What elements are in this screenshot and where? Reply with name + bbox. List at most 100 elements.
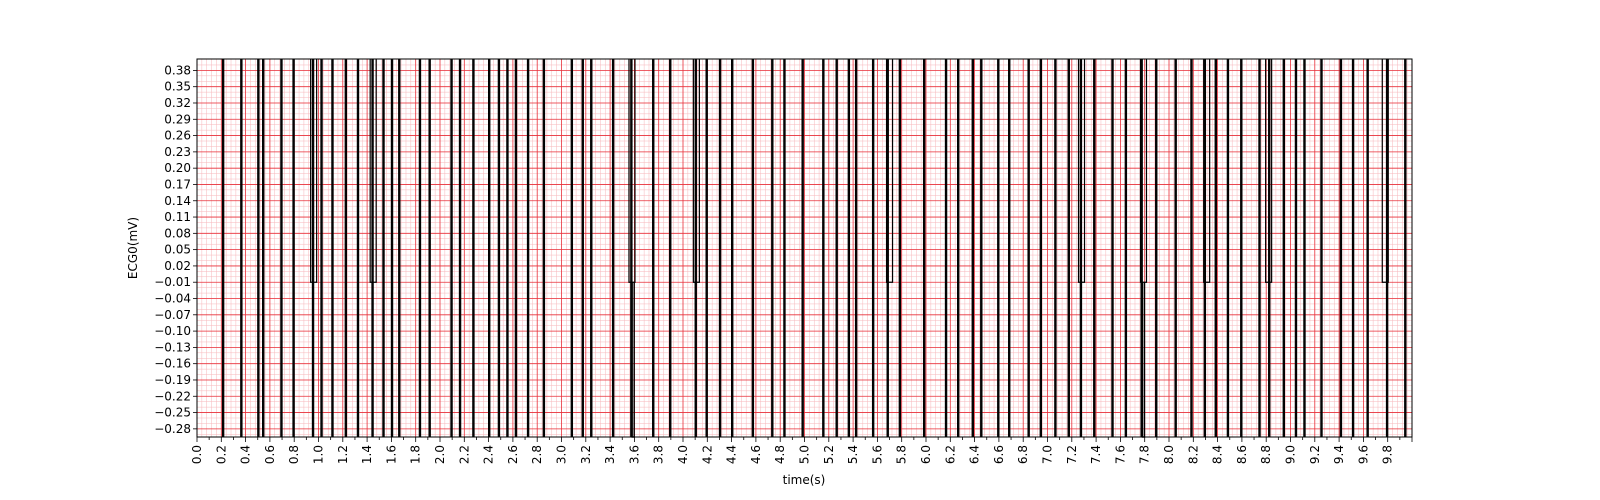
- x-tick-label: 6.4: [968, 445, 982, 464]
- ecg-beat: [980, 59, 983, 437]
- x-tick-label: 9.2: [1308, 445, 1322, 464]
- x-tick-label: 1.2: [336, 445, 350, 464]
- ecg-beat: [428, 59, 431, 437]
- ecg-beat: [311, 59, 315, 437]
- x-tick-label: 6.8: [1016, 445, 1030, 464]
- ecg-beat: [390, 59, 394, 437]
- ecg-beat: [514, 59, 518, 437]
- x-tick-label: 2.0: [433, 445, 447, 464]
- ecg-beat: [1093, 59, 1096, 437]
- ecg-beat: [590, 59, 593, 437]
- x-tick-label: 2.2: [457, 445, 471, 464]
- x-axis-label: time(s): [783, 473, 826, 487]
- ecg-beat: [1294, 59, 1298, 437]
- ecg-beat: [944, 59, 948, 437]
- ecg-beat: [1124, 59, 1128, 437]
- x-tick-label: 1.8: [409, 445, 423, 464]
- y-tick-label: −0.01: [154, 275, 191, 289]
- x-tick-label: 8.8: [1259, 445, 1273, 464]
- ecg-beat: [472, 59, 475, 437]
- x-tick-label: 5.4: [846, 445, 860, 464]
- ecg-notch: [310, 59, 318, 283]
- ecg-beat: [382, 59, 385, 437]
- x-tick-label: 6.0: [919, 445, 933, 464]
- ecg-beat: [971, 59, 974, 437]
- x-tick-label: 4.4: [725, 445, 739, 464]
- ecg-beat: [292, 59, 295, 437]
- ecg-beat: [801, 59, 804, 437]
- y-tick-label: 0.08: [164, 226, 191, 240]
- ecg-beat: [497, 59, 501, 437]
- ecg-beat: [1067, 59, 1070, 437]
- x-tick-label: 1.6: [384, 445, 398, 464]
- x-axis: 0.0 0.2 0.4 0.6 0.8 1.0 1.2 1.4 1.6 1.8 2.0 2.2 2.4 2…: [190, 437, 1413, 464]
- x-tick-label: 3.6: [627, 445, 641, 464]
- x-tick-label: 7.2: [1065, 445, 1079, 464]
- ecg-beat: [1226, 59, 1230, 437]
- y-tick-label: 0.23: [164, 145, 191, 159]
- x-tick-label: 0.4: [239, 445, 253, 464]
- ecg-beat: [1303, 59, 1306, 437]
- x-tick-label: 1.0: [312, 445, 326, 464]
- ecg-beat: [450, 59, 453, 437]
- y-tick-label: −0.10: [154, 324, 191, 338]
- ecg-notch: [1265, 59, 1273, 283]
- y-tick-label: 0.11: [164, 210, 191, 224]
- x-tick-label: 7.6: [1113, 445, 1127, 464]
- y-tick-label: 0.17: [164, 177, 191, 191]
- ecg-trace: [221, 59, 1407, 438]
- ecg-beat: [922, 59, 926, 437]
- x-tick-label: 2.6: [506, 445, 520, 464]
- ecg-beat: [694, 59, 697, 437]
- ecg-beat: [1268, 59, 1271, 437]
- x-tick-label: 7.4: [1089, 445, 1103, 464]
- ecg-beat: [488, 59, 491, 437]
- y-tick-label: −0.25: [154, 406, 191, 420]
- y-tick-label: 0.14: [164, 194, 191, 208]
- ecg-beat: [1027, 59, 1030, 437]
- ecg-beat: [1320, 59, 1323, 437]
- ecg-beat: [1079, 59, 1083, 437]
- ecg-beat: [356, 59, 360, 437]
- ecg-beat: [221, 59, 225, 437]
- ecg-beat: [652, 59, 655, 437]
- ecg-beat: [344, 59, 348, 437]
- ecg-beat: [542, 59, 546, 437]
- ecg-beat: [1351, 59, 1355, 437]
- ecg-beat: [771, 59, 774, 437]
- ecg-beat: [1111, 59, 1114, 437]
- ecg-beat: [1155, 59, 1158, 437]
- x-tick-label: 8.6: [1235, 445, 1249, 464]
- ecg-beat: [320, 59, 323, 437]
- y-tick-label: −0.16: [154, 357, 191, 371]
- ecg-beat: [240, 59, 243, 437]
- ecg-beat: [822, 59, 825, 437]
- x-tick-label: 4.6: [749, 445, 763, 464]
- x-tick-label: 6.2: [943, 445, 957, 464]
- ecg-beat: [581, 59, 584, 437]
- ecg-beat: [526, 59, 530, 437]
- y-tick-label: −0.04: [154, 292, 191, 306]
- ecg-beat: [956, 59, 960, 437]
- ecg-beat: [1282, 59, 1286, 437]
- ecg-beat: [280, 59, 283, 437]
- y-tick-label: −0.28: [154, 422, 191, 436]
- x-tick-label: 5.2: [822, 445, 836, 464]
- ecg-beat: [1174, 59, 1177, 437]
- ecg-beat: [751, 59, 755, 437]
- ecg-beat: [611, 59, 615, 437]
- x-tick-label: 3.0: [555, 445, 569, 464]
- ecg-beat: [262, 59, 265, 437]
- y-tick-label: 0.20: [164, 161, 191, 175]
- ecg-notch: [692, 59, 700, 283]
- ecg-beat: [835, 59, 838, 437]
- ecg-beat: [898, 59, 902, 437]
- ecg-beat: [1404, 59, 1407, 437]
- x-tick-label: 4.0: [676, 445, 690, 464]
- ecg-beat: [669, 59, 672, 437]
- ecg-beat: [418, 59, 422, 437]
- x-tick-label: 8.0: [1162, 445, 1176, 464]
- x-tick-label: 9.8: [1381, 445, 1395, 464]
- x-tick-label: 8.4: [1211, 445, 1225, 464]
